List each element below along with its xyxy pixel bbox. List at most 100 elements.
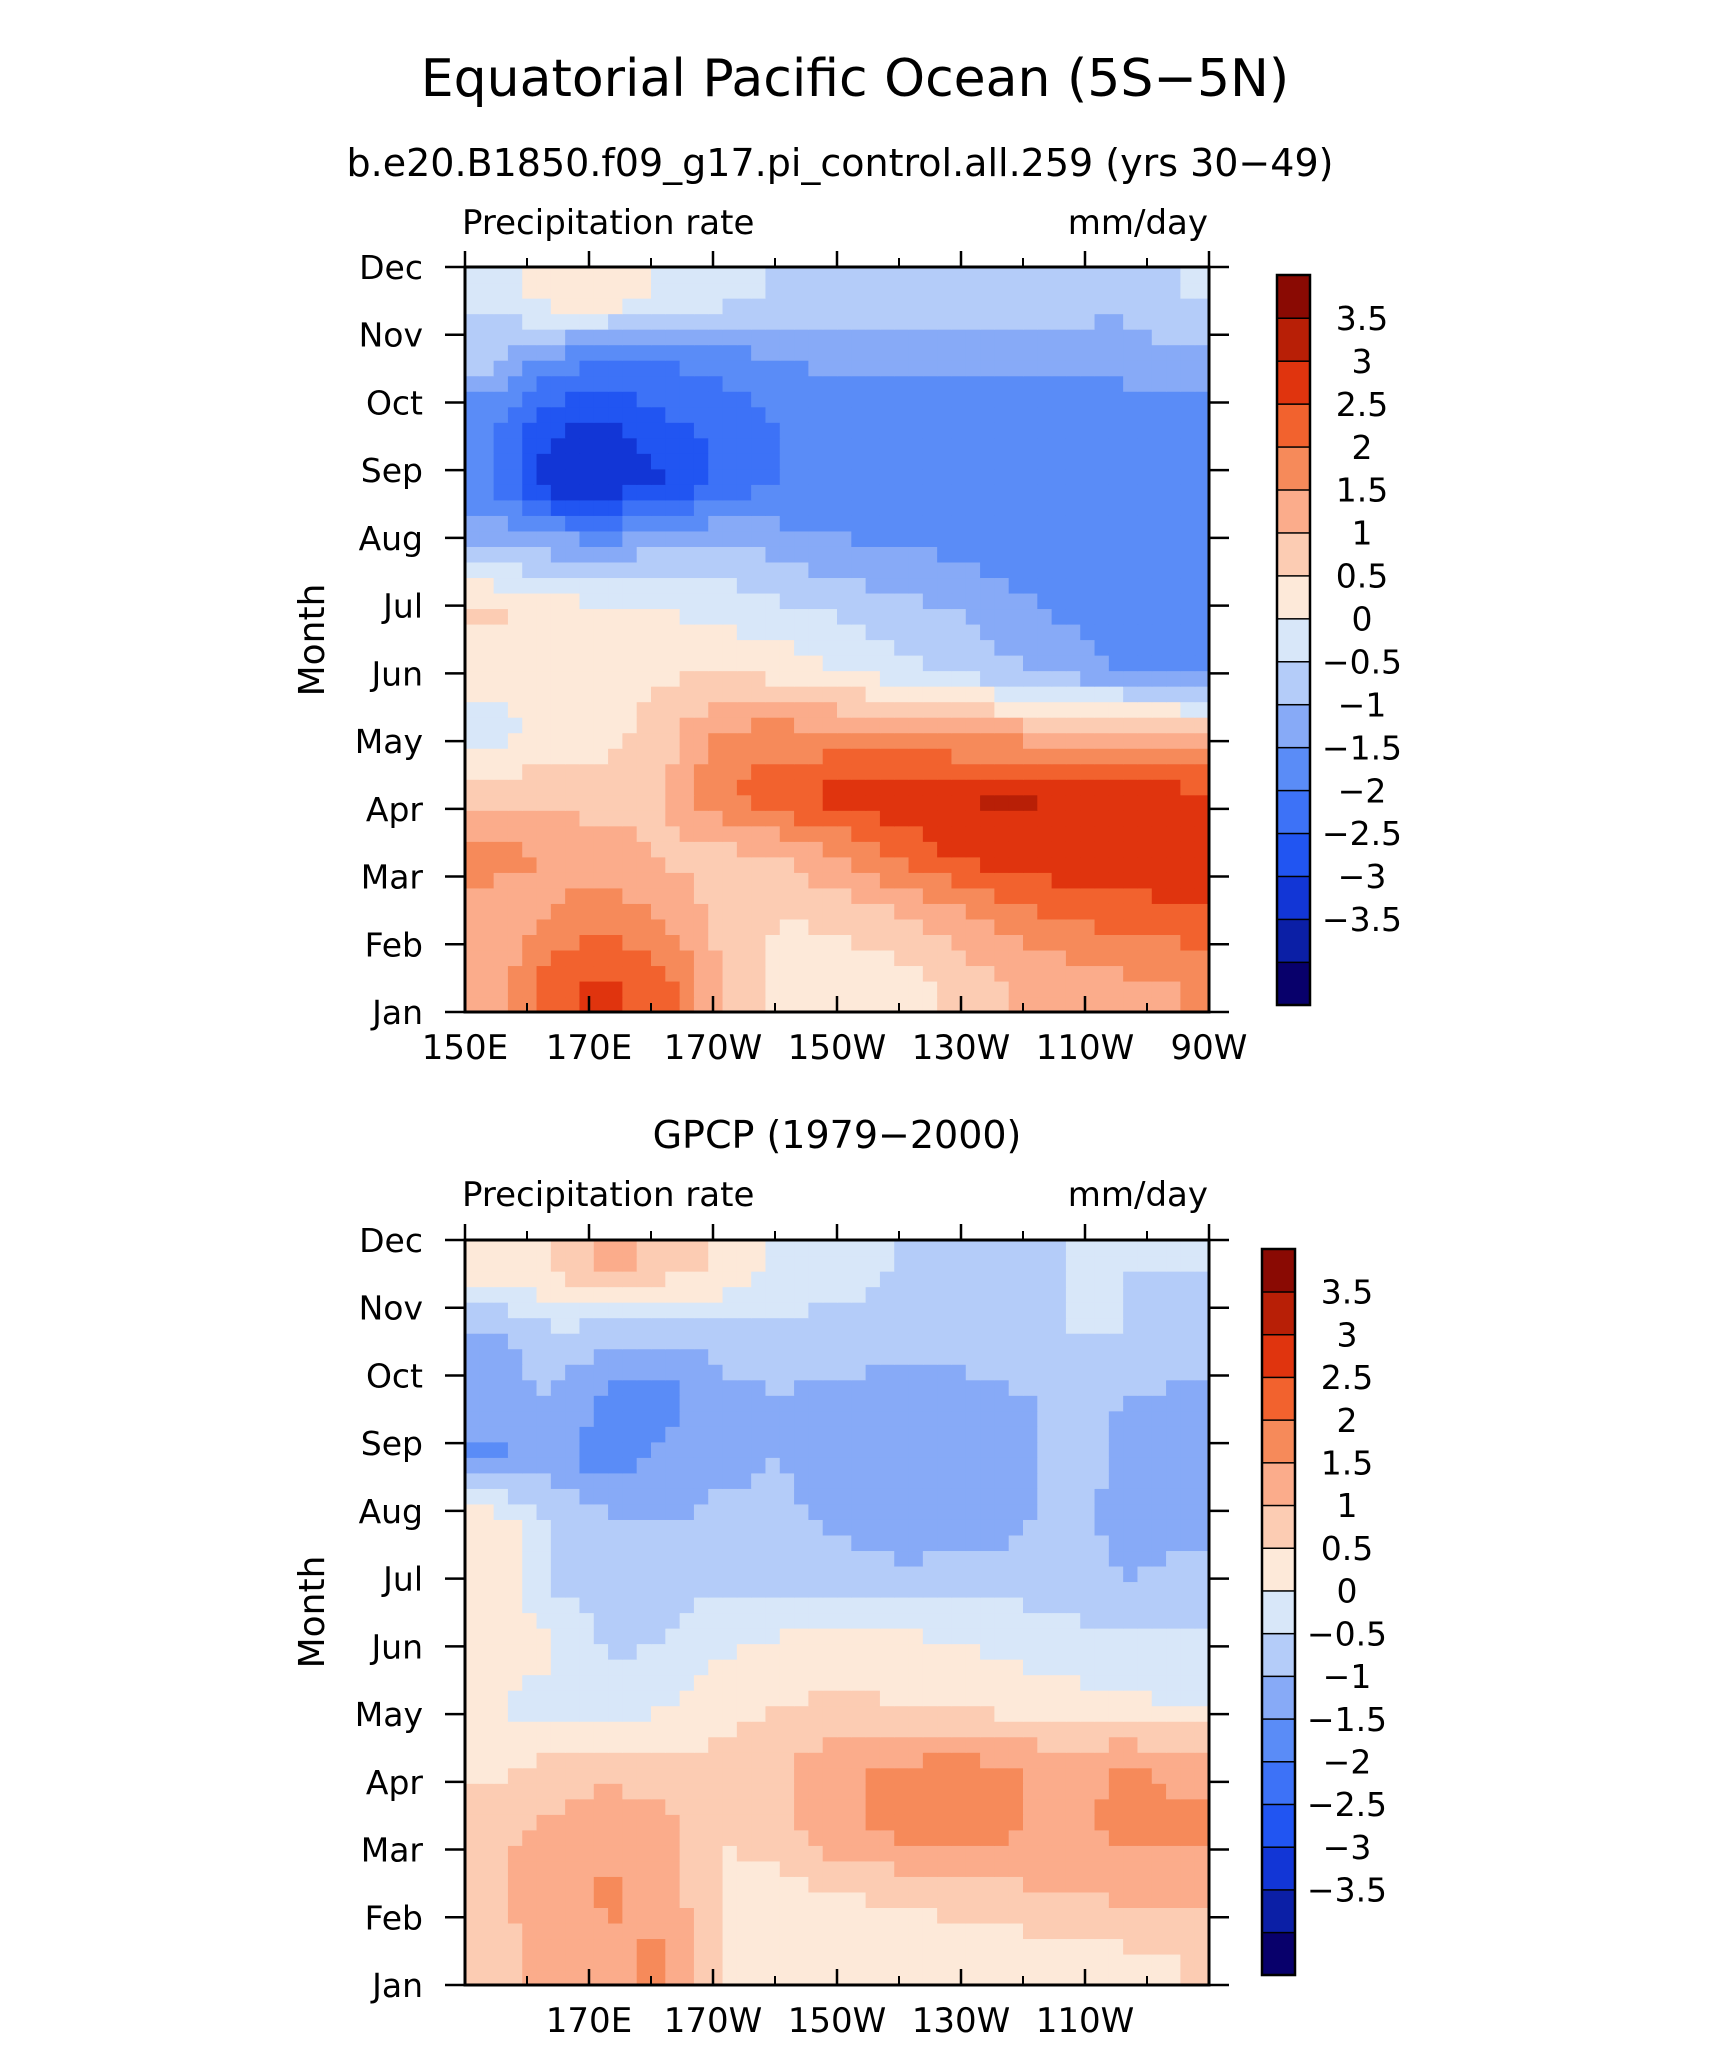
heatmap-cell	[679, 980, 695, 998]
heatmap-cell	[980, 856, 995, 873]
heatmap-cell	[1065, 763, 1081, 780]
heatmap-cell	[922, 1441, 938, 1458]
panel-1-title: b.e20.B1850.f09_g17.pi_control.all.259 (…	[347, 141, 1334, 185]
heatmap-cell	[507, 670, 523, 687]
heatmap-cell	[536, 965, 552, 982]
heatmap-cell	[493, 918, 509, 935]
heatmap-cell	[565, 344, 581, 361]
heatmap-cell	[651, 298, 666, 315]
heatmap-cell	[908, 748, 924, 765]
heatmap-cell	[865, 1891, 881, 1908]
heatmap-cell	[522, 701, 538, 718]
heatmap-cell	[865, 686, 881, 703]
heatmap-cell	[565, 1969, 581, 1986]
heatmap-cell	[651, 1612, 666, 1629]
heatmap-cell	[507, 313, 523, 330]
heatmap-cell	[1037, 1612, 1053, 1629]
heatmap-cell	[822, 1457, 838, 1474]
heatmap-cell	[636, 1612, 652, 1629]
heatmap-cell	[1023, 1317, 1038, 1334]
heatmap-cell	[1137, 1472, 1153, 1489]
heatmap-cell	[593, 453, 609, 470]
heatmap-cell	[651, 1379, 666, 1396]
heatmap-cell	[665, 1503, 681, 1520]
heatmap-cell	[779, 903, 795, 920]
heatmap-cell	[507, 639, 523, 656]
heatmap-cell	[565, 918, 581, 935]
heatmap-cell	[579, 779, 595, 796]
heatmap-cell	[593, 608, 609, 625]
heatmap-cell	[722, 1628, 738, 1645]
heatmap-cell	[908, 1472, 924, 1489]
heatmap-cell	[479, 872, 495, 889]
heatmap-cell	[765, 1721, 781, 1738]
heatmap-cell	[1023, 670, 1038, 687]
heatmap-cell	[908, 1814, 924, 1831]
heatmap-cell	[779, 1845, 795, 1862]
heatmap-cell	[507, 949, 523, 967]
heatmap-cell	[679, 1752, 695, 1769]
heatmap-cell	[651, 577, 666, 594]
heatmap-cell	[1008, 1922, 1024, 1940]
heatmap-cell	[837, 1302, 852, 1319]
heatmap-cell	[1023, 1643, 1038, 1660]
heatmap-cell	[937, 1395, 953, 1412]
heatmap-cell	[708, 810, 724, 827]
heatmap-cell	[965, 1488, 981, 1505]
heatmap-cell	[908, 1953, 924, 1971]
heatmap-cell	[1023, 422, 1038, 439]
heatmap-cell	[794, 670, 809, 687]
colorbar-label: 0.5	[1336, 557, 1388, 596]
heatmap-cell	[951, 375, 967, 392]
heatmap-cell	[736, 1953, 752, 1971]
heatmap-cell	[1065, 1674, 1081, 1691]
heatmap-cell	[536, 1596, 552, 1614]
heatmap-cell	[679, 872, 695, 889]
heatmap-cell	[808, 717, 824, 734]
heatmap-cell	[1065, 561, 1081, 579]
heatmap-cell	[651, 1333, 666, 1350]
heatmap-cell	[679, 1690, 695, 1707]
heatmap-cell	[994, 577, 1010, 594]
heatmap-cell	[579, 623, 595, 641]
heatmap-cell	[636, 1891, 652, 1908]
heatmap-cell	[550, 872, 566, 889]
heatmap-cell	[922, 1705, 938, 1722]
heatmap-cell	[1180, 872, 1196, 889]
heatmap-cell	[679, 1581, 695, 1598]
heatmap-cell	[879, 1938, 895, 1955]
heatmap-cell	[1180, 1612, 1196, 1629]
heatmap-cell	[1065, 1752, 1081, 1769]
heatmap-cell	[522, 1302, 538, 1319]
heatmap-cell	[994, 344, 1010, 361]
heatmap-cell	[536, 1271, 552, 1288]
heatmap-cell	[1051, 1969, 1067, 1986]
heatmap-cell	[879, 748, 895, 765]
heatmap-cell	[751, 484, 767, 501]
heatmap-cell	[908, 1845, 924, 1862]
heatmap-cell	[794, 1333, 809, 1350]
heatmap-cell	[751, 1333, 767, 1350]
heatmap-cell	[851, 1457, 867, 1474]
heatmap-cell	[965, 686, 981, 703]
heatmap-cell	[1137, 1907, 1153, 1924]
heatmap-cell	[1151, 1705, 1167, 1722]
heatmap-cell	[493, 1891, 509, 1908]
heatmap-cell	[794, 1938, 809, 1955]
heatmap-cell	[608, 1922, 623, 1940]
heatmap-cell	[1137, 1736, 1153, 1753]
heatmap-cell	[751, 686, 767, 703]
heatmap-cell	[1166, 1628, 1181, 1645]
heatmap-cell	[465, 841, 480, 858]
heatmap-cell	[937, 267, 953, 284]
heatmap-cell	[1080, 1922, 1096, 1940]
heatmap-cell	[1137, 655, 1153, 672]
heatmap-cell	[736, 1317, 752, 1334]
heatmap-cell	[765, 1581, 781, 1598]
heatmap-cell	[608, 298, 623, 315]
heatmap-cell	[994, 779, 1010, 796]
heatmap-cell	[808, 1457, 824, 1474]
heatmap-cell	[994, 732, 1010, 749]
heatmap-cell	[522, 499, 538, 516]
heatmap-cell	[1194, 1333, 1210, 1350]
